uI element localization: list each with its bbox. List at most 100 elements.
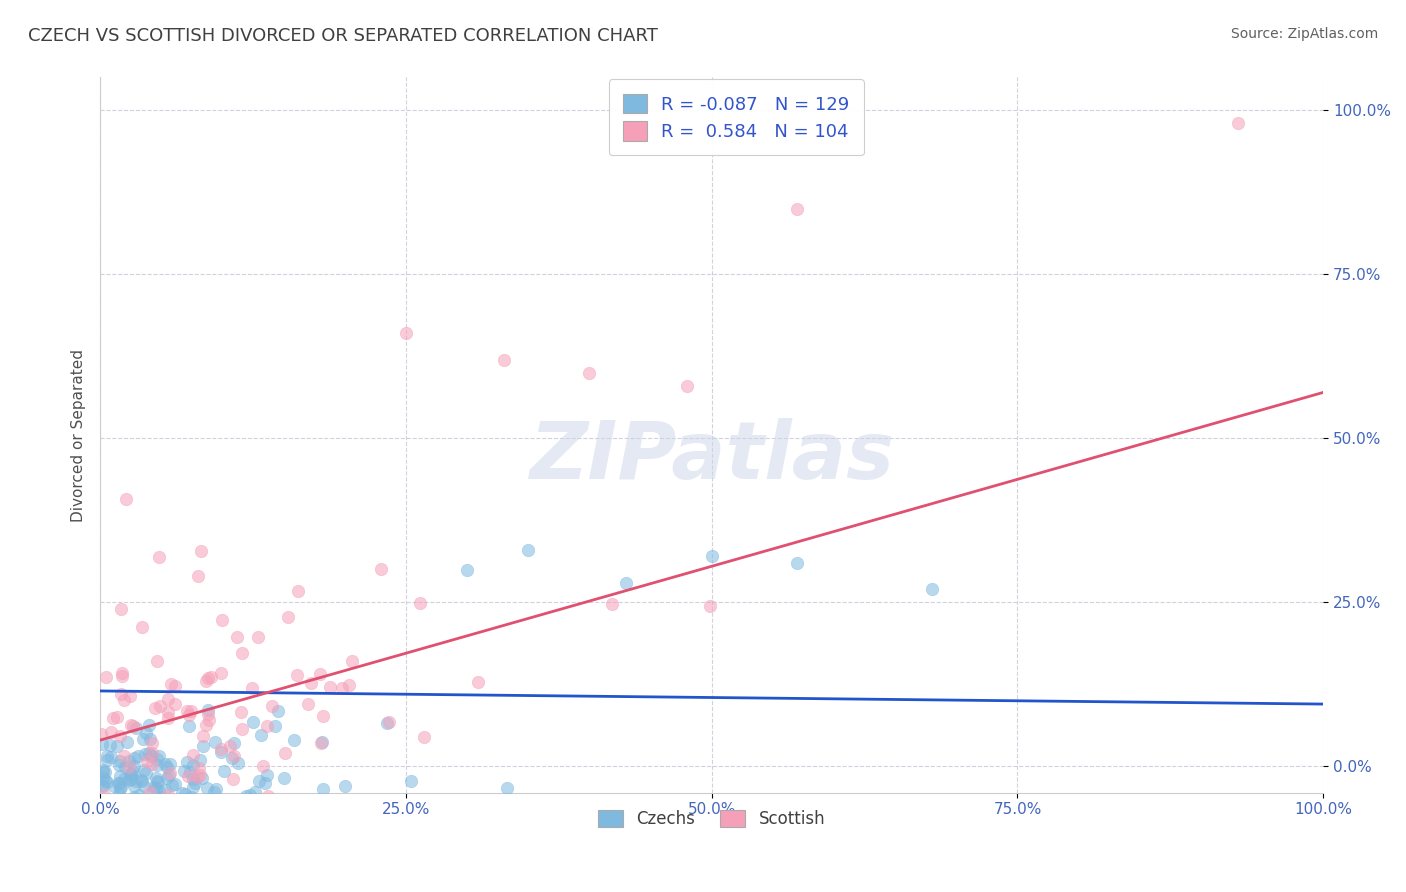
Point: [159, 757, 181, 772]
Point: [111, 820, 134, 834]
Point: [179, 764, 201, 779]
Point: [118, 689, 141, 703]
Point: [150, 804, 173, 818]
Point: [157, 767, 180, 781]
Point: [186, 770, 208, 784]
Point: [139, 748, 162, 763]
Point: [108, 757, 131, 772]
Point: [91, 764, 114, 779]
Point: [115, 735, 138, 749]
Point: [112, 772, 135, 786]
Point: [221, 750, 243, 764]
Point: [118, 773, 141, 788]
Point: [254, 775, 277, 789]
Point: [163, 777, 186, 791]
Point: [110, 780, 132, 795]
Point: [135, 726, 157, 740]
Point: [111, 669, 134, 683]
Point: [157, 691, 180, 706]
Point: [492, 352, 515, 367]
Point: [256, 768, 278, 782]
Point: [91, 737, 114, 751]
Point: [129, 772, 152, 787]
Point: [110, 754, 132, 768]
Point: [208, 797, 231, 812]
Point: [239, 788, 262, 802]
Point: [285, 668, 308, 682]
Point: [224, 749, 246, 764]
Point: [267, 705, 290, 719]
Point: [283, 732, 305, 747]
Point: [222, 736, 245, 750]
Point: [160, 677, 183, 691]
Point: [786, 556, 808, 570]
Point: [117, 801, 139, 815]
Point: [197, 707, 219, 722]
Point: [112, 749, 135, 764]
Point: [131, 773, 153, 788]
Point: [103, 711, 125, 725]
Point: [120, 772, 142, 786]
Point: [138, 718, 160, 732]
Point: [181, 747, 204, 762]
Y-axis label: Divorced or Separated: Divorced or Separated: [72, 349, 86, 522]
Point: [173, 787, 195, 801]
Point: [370, 562, 392, 576]
Point: [231, 705, 253, 719]
Point: [165, 679, 187, 693]
Point: [231, 646, 253, 660]
Point: [173, 764, 195, 778]
Point: [264, 719, 287, 733]
Point: [453, 814, 475, 828]
Point: [226, 756, 249, 770]
Point: [287, 583, 309, 598]
Point: [209, 742, 232, 756]
Point: [467, 675, 489, 690]
Point: [299, 676, 322, 690]
Point: [141, 757, 163, 772]
Point: [181, 780, 204, 795]
Point: [146, 774, 169, 789]
Point: [257, 789, 280, 804]
Point: [122, 779, 145, 793]
Point: [187, 761, 209, 775]
Point: [135, 792, 157, 806]
Point: [225, 834, 247, 848]
Point: [117, 754, 139, 768]
Point: [120, 718, 142, 732]
Point: [100, 805, 122, 820]
Point: [246, 630, 269, 644]
Point: [110, 729, 132, 743]
Text: ZIPatlas: ZIPatlas: [529, 417, 894, 495]
Point: [148, 784, 170, 798]
Point: [1226, 116, 1249, 130]
Point: [115, 491, 138, 506]
Point: [165, 697, 187, 711]
Point: [132, 806, 155, 821]
Point: [177, 708, 200, 723]
Point: [159, 794, 181, 808]
Point: [330, 681, 353, 695]
Point: [143, 700, 166, 714]
Point: [96, 753, 118, 767]
Text: Source: ZipAtlas.com: Source: ZipAtlas.com: [1230, 27, 1378, 41]
Point: [319, 680, 342, 694]
Point: [195, 780, 218, 795]
Point: [148, 550, 170, 565]
Point: [260, 698, 283, 713]
Point: [131, 620, 153, 634]
Point: [156, 772, 179, 786]
Point: [456, 563, 478, 577]
Point: [204, 785, 226, 799]
Point: [136, 755, 159, 769]
Point: [273, 771, 295, 785]
Point: [277, 610, 299, 624]
Point: [157, 788, 180, 802]
Point: [209, 745, 232, 759]
Point: [333, 779, 356, 793]
Point: [145, 772, 167, 786]
Point: [160, 778, 183, 792]
Point: [309, 736, 332, 750]
Point: [191, 771, 214, 785]
Point: [256, 719, 278, 733]
